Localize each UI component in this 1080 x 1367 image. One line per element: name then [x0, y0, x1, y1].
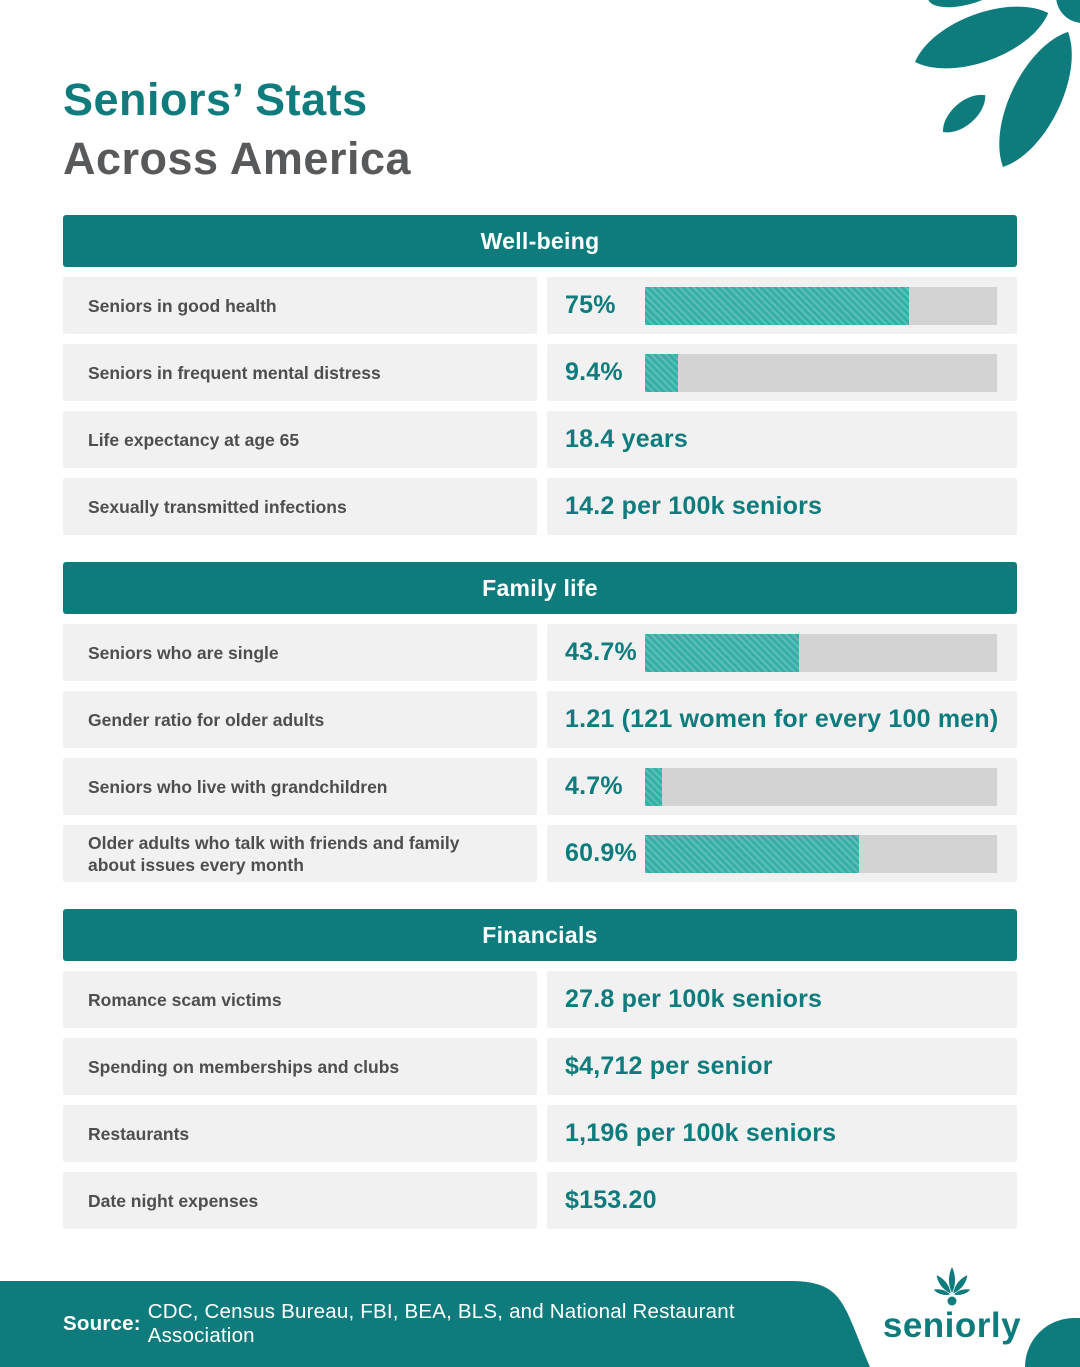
section-header-financials: Financials	[63, 909, 1017, 961]
stat-value-cell: 75%	[547, 277, 1017, 334]
source-label: Source:	[63, 1312, 141, 1335]
stat-value: 4.7%	[565, 772, 623, 800]
table-row: Date night expenses $153.20	[63, 1172, 1017, 1229]
seniorly-wordmark: seniorly	[882, 1306, 1022, 1345]
stat-label: Seniors who are single	[63, 624, 537, 681]
table-row: Seniors in good health 75%	[63, 277, 1017, 334]
stat-bar-fill	[645, 834, 860, 873]
leaf-cluster-icon	[915, 0, 1080, 167]
table-row: Sexually transmitted infections 14.2 per…	[63, 478, 1017, 535]
stat-label: Sexually transmitted infections	[63, 478, 537, 535]
stat-value: 43.7%	[565, 638, 637, 666]
table-row: Romance scam victims 27.8 per 100k senio…	[63, 971, 1017, 1028]
footer-band-shape	[0, 1281, 870, 1367]
page-title-line1: Seniors’ Stats	[63, 74, 368, 125]
section-financials: Financials Romance scam victims 27.8 per…	[63, 909, 1017, 1229]
source-value: CDC, Census Bureau, FBI, BEA, BLS, and N…	[147, 1300, 735, 1347]
source-text: Source: CDC, Census Bureau, FBI, BEA, BL…	[63, 1281, 810, 1367]
stat-label: Romance scam victims	[63, 971, 537, 1028]
table-row: Life expectancy at age 65 18.4 years	[63, 411, 1017, 468]
stat-value: 18.4 years	[565, 425, 688, 453]
stat-value: 1,196 per 100k seniors	[565, 1119, 837, 1147]
stat-value: $153.20	[565, 1186, 657, 1214]
stat-value-cell: 4.7%	[547, 758, 1017, 815]
stat-value-cell: 14.2 per 100k seniors	[547, 478, 1017, 535]
page-title-line2: Across America	[63, 133, 412, 184]
table-row: Seniors in frequent mental distress 9.4%	[63, 344, 1017, 401]
stat-bar-fill	[645, 353, 679, 392]
section-header-well-being: Well-being	[63, 215, 1017, 267]
table-row: Restaurants 1,196 per 100k seniors	[63, 1105, 1017, 1162]
table-row: Seniors who live with grandchildren 4.7%	[63, 758, 1017, 815]
stat-value: 9.4%	[565, 358, 623, 386]
stat-bar-track	[645, 353, 997, 392]
stat-label: Restaurants	[63, 1105, 537, 1162]
stat-label: Seniors in frequent mental distress	[63, 344, 537, 401]
stat-value-cell: 60.9%	[547, 825, 1017, 882]
stat-bar-track	[645, 633, 997, 672]
stat-value-cell: 18.4 years	[547, 411, 1017, 468]
seniorly-logo: seniorly	[857, 1267, 1047, 1343]
stat-value: 27.8 per 100k seniors	[565, 985, 823, 1013]
stat-value-cell: 1,196 per 100k seniors	[547, 1105, 1017, 1162]
stat-bar-fill	[645, 767, 662, 806]
stat-label: Seniors who live with grandchildren	[63, 758, 537, 815]
stat-bar-track	[645, 767, 997, 806]
stat-bar-fill	[645, 286, 909, 325]
stat-value-cell: 9.4%	[547, 344, 1017, 401]
stat-value: 1.21 (121 women for every 100 men)	[565, 705, 999, 733]
stat-label: Seniors in good health	[63, 277, 537, 334]
stats-content: Well-being Seniors in good health 75% Se…	[0, 215, 1080, 1229]
table-row: Gender ratio for older adults 1.21 (121 …	[63, 691, 1017, 748]
stat-label: Gender ratio for older adults	[63, 691, 537, 748]
seniorly-flower-icon	[933, 1267, 971, 1306]
table-row: Seniors who are single 43.7%	[63, 624, 1017, 681]
stat-value-cell: $153.20	[547, 1172, 1017, 1229]
stat-value: 14.2 per 100k seniors	[565, 492, 823, 520]
stat-label: Life expectancy at age 65	[63, 411, 537, 468]
section-family-life: Family life Seniors who are single 43.7%…	[63, 562, 1017, 882]
table-row: Older adults who talk with friends and f…	[63, 825, 1017, 882]
section-well-being: Well-being Seniors in good health 75% Se…	[63, 215, 1017, 535]
stat-value: $4,712 per senior	[565, 1052, 773, 1080]
stat-label: Spending on memberships and clubs	[63, 1038, 537, 1095]
footer-source-band: Source: CDC, Census Bureau, FBI, BEA, BL…	[0, 1281, 900, 1367]
stat-value: 60.9%	[565, 839, 637, 867]
stat-label: Older adults who talk with friends and f…	[63, 825, 537, 882]
page-title: Seniors’ Stats Across America	[63, 70, 1017, 188]
stat-bar-track	[645, 834, 997, 873]
stat-label: Date night expenses	[63, 1172, 537, 1229]
stat-value-cell: $4,712 per senior	[547, 1038, 1017, 1095]
stat-value: 75%	[565, 291, 616, 319]
stat-bar-fill	[645, 633, 799, 672]
table-row: Spending on memberships and clubs $4,712…	[63, 1038, 1017, 1095]
stat-bar-track	[645, 286, 997, 325]
stat-value-cell: 1.21 (121 women for every 100 men)	[547, 691, 1017, 748]
section-header-family-life: Family life	[63, 562, 1017, 614]
stat-value-cell: 27.8 per 100k seniors	[547, 971, 1017, 1028]
stat-value-cell: 43.7%	[547, 624, 1017, 681]
